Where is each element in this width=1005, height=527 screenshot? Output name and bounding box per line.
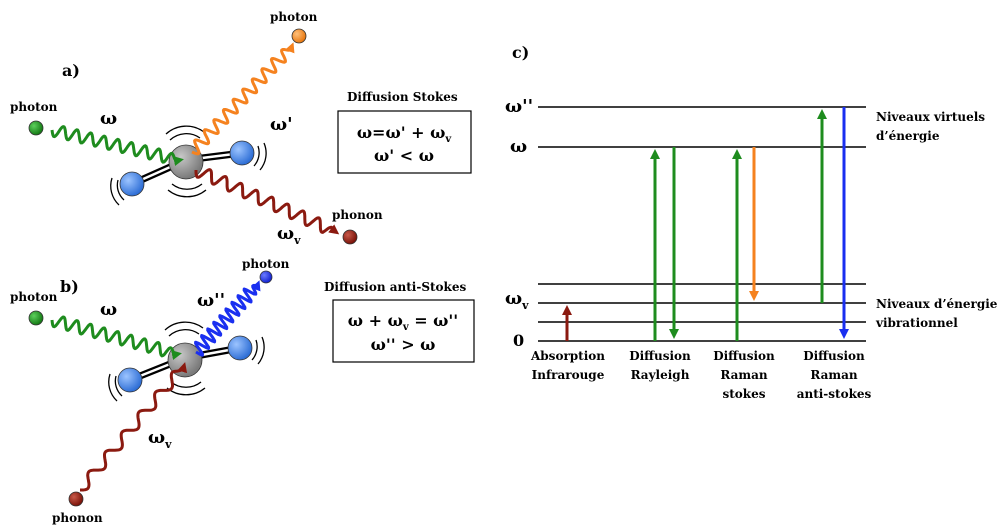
panel-b-label: b) — [60, 277, 79, 296]
panel-a-phonon-wave — [194, 168, 340, 235]
panel-a-photon-out-label: photon — [270, 10, 318, 24]
virtual-note-line-2: d’énergie — [876, 129, 940, 143]
process-label-rayleigh: Diffusion Rayleigh — [629, 349, 691, 382]
panel-b-omega-dprime: ω'' — [197, 290, 225, 311]
panel-a-scattered-wave — [191, 42, 295, 156]
process-label-ir: Absorption Infrarouge — [530, 349, 605, 382]
panel-b-incident-wave — [50, 315, 182, 360]
panel-a-phonon-dot — [342, 229, 358, 245]
process-stokes-line-1: Diffusion — [713, 349, 775, 363]
panel-b-scattered-wave — [194, 280, 261, 357]
panel-b-equation-2: ω'' > ω — [371, 335, 436, 354]
panel-a-equation-2: ω' < ω — [374, 146, 434, 165]
panel-a-omega-v: ωv — [277, 223, 301, 247]
panel-a-photon-out-dot — [291, 28, 307, 44]
panel-a: a) photon photon phonon ω ω' ωv Diffusio… — [10, 10, 472, 247]
panel-a-equation-1: ω=ω' + ωv — [357, 123, 453, 145]
process-ir-line-2: Infrarouge — [532, 368, 605, 382]
process-ir-line-1: Absorption — [530, 349, 605, 363]
process-anti-stokes-line-3: anti-stokes — [797, 387, 872, 401]
panel-c: c) ω'' ω ωv 0 Niveaux virtuels d’énergie… — [505, 43, 998, 401]
panel-a-photon-in-label: photon — [10, 100, 58, 114]
panel-a-incident-wave — [50, 125, 184, 166]
panel-a-omega-prime: ω' — [270, 114, 293, 135]
panel-a-omega: ω — [100, 108, 117, 129]
panel-b-molecule — [108, 321, 265, 402]
panel-a-box-title: Diffusion Stokes — [347, 90, 458, 104]
panel-b-equation-box — [332, 299, 475, 363]
process-rayleigh-line-1: Diffusion — [629, 349, 691, 363]
panel-b-photon-in-label: photon — [10, 290, 58, 304]
panel-b-omega-v: ωv — [148, 427, 172, 451]
panel-b-phonon-label: phonon — [52, 511, 103, 525]
vib-note-line-1: Niveaux d’énergie — [876, 297, 998, 311]
panel-b-phonon-dot — [68, 491, 84, 507]
panel-b-phonon-wave — [80, 362, 188, 492]
level-label-virtual-2: ω'' — [505, 96, 533, 117]
panel-b-photon-in-dot — [28, 310, 44, 326]
panel-a-molecule — [110, 125, 267, 206]
panel-a-phonon-label: phonon — [332, 208, 383, 222]
process-rayleigh-line-2: Rayleigh — [631, 368, 690, 382]
process-anti-stokes-line-2: Raman — [810, 368, 857, 382]
panel-a-photon-in-dot — [28, 120, 44, 136]
panel-b-omega: ω — [100, 299, 117, 320]
process-stokes-line-2: Raman — [720, 368, 767, 382]
level-label-virtual-1: ω — [510, 136, 527, 157]
level-label-zero: 0 — [513, 331, 524, 350]
vib-note-line-2: vibrationnel — [875, 316, 958, 330]
virtual-note-line-1: Niveaux virtuels — [876, 110, 985, 124]
panel-b: b) photon photon phonon ω ω'' ωv Diffusi… — [10, 257, 475, 525]
process-label-raman-stokes: Diffusion Raman stokes — [713, 349, 775, 401]
panel-a-equation-box — [337, 110, 472, 174]
panel-a-label: a) — [62, 61, 80, 80]
level-label-v: ωv — [505, 288, 529, 312]
panel-b-equation-1: ω + ωv = ω'' — [348, 311, 458, 333]
process-stokes-line-3: stokes — [722, 387, 765, 401]
panel-c-label: c) — [512, 43, 529, 62]
panel-b-photon-out-label: photon — [242, 257, 290, 271]
panel-b-photon-out-dot — [259, 270, 273, 284]
process-label-raman-anti-stokes: Diffusion Raman anti-stokes — [797, 349, 872, 401]
process-anti-stokes-line-1: Diffusion — [803, 349, 865, 363]
panel-b-box-title: Diffusion anti-Stokes — [324, 280, 467, 294]
